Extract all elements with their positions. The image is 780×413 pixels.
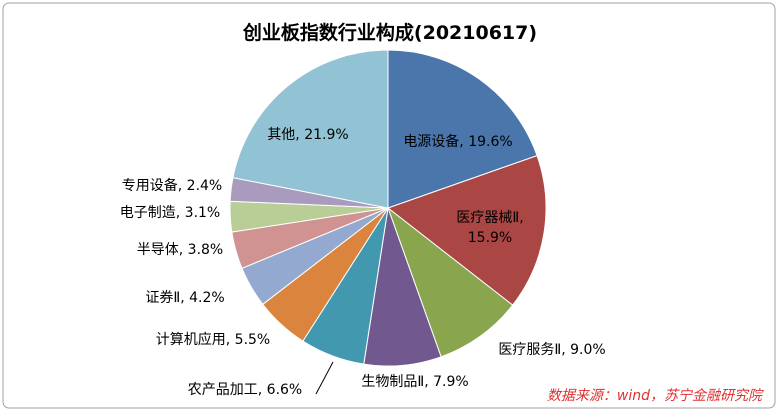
slice-label: 农产品加工, 6.6% <box>187 382 303 398</box>
source-note: 数据来源：wind，苏宁金融研究院 <box>546 388 762 404</box>
pie-slice <box>232 49 389 209</box>
pie-slice <box>386 154 547 306</box>
slice-label: 生物制品Ⅱ, 7.9% <box>361 374 469 390</box>
slice-label: 电源设备, 19.6% <box>403 134 513 150</box>
slice-label: 其他, 21.9% <box>267 127 349 143</box>
slice-label: 计算机应用, 5.5% <box>155 332 271 348</box>
pie-slice <box>386 206 514 358</box>
slice-label: 医疗服务Ⅱ, 9.0% <box>498 342 606 358</box>
slice-label: 电子制造, 3.1% <box>119 205 221 221</box>
leader-line <box>315 361 334 395</box>
slice-label: 半导体, 3.8% <box>136 242 224 258</box>
slice-label: 证券Ⅱ, 4.2% <box>145 290 225 306</box>
slice-label: 专用设备, 2.4% <box>121 178 223 194</box>
slice-label: 医疗器械Ⅱ, 15.9% <box>456 210 524 246</box>
chart-title: 创业板指数行业构成(20210617) <box>242 22 538 44</box>
